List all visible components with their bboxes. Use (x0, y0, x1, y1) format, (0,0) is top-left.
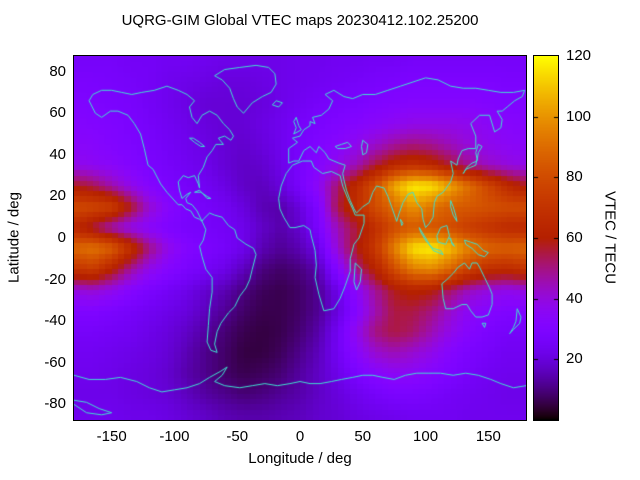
x-axis-tick-label: 100 (413, 428, 439, 445)
colorbar-tick-label: 20 (566, 350, 583, 368)
y-axis-tick-label: 60 (49, 104, 66, 122)
x-axis-tick-label: 0 (295, 428, 305, 445)
colorbar-canvas (533, 55, 559, 421)
colorbar-tick-label: 80 (566, 168, 583, 186)
chart-title: UQRG-GIM Global VTEC maps 20230412.102.2… (121, 12, 479, 29)
x-axis-tick-label: 50 (354, 428, 372, 445)
colorbar-tick-label: 60 (566, 229, 583, 246)
y-axis-tick-label: 0 (57, 229, 66, 246)
colorbar-tick-label: 120 (566, 47, 592, 64)
y-axis-tick-label: -80 (44, 395, 66, 413)
x-axis-tick-label: 150 (475, 428, 501, 445)
x-axis-label: Longitude / deg (248, 450, 352, 467)
y-axis-tick-label: 40 (49, 145, 66, 163)
y-axis-tick-label: 20 (49, 187, 66, 205)
y-axis-tick-label: -40 (44, 312, 66, 330)
x-axis-tick-label: -150 (96, 428, 127, 445)
x-axis-tick-label: -100 (159, 428, 190, 445)
y-axis-tick-label: 80 (49, 62, 66, 80)
x-axis-tick-label: -50 (226, 428, 249, 445)
y-axis-tick-label: -20 (44, 270, 66, 288)
y-axis-label: Latitude / deg (5, 192, 23, 283)
y-axis-tick-label: -60 (44, 353, 66, 371)
vtec-heatmap-canvas (73, 55, 527, 421)
colorbar-tick-label: 100 (566, 107, 592, 125)
colorbar-tick-label: 40 (566, 289, 583, 307)
